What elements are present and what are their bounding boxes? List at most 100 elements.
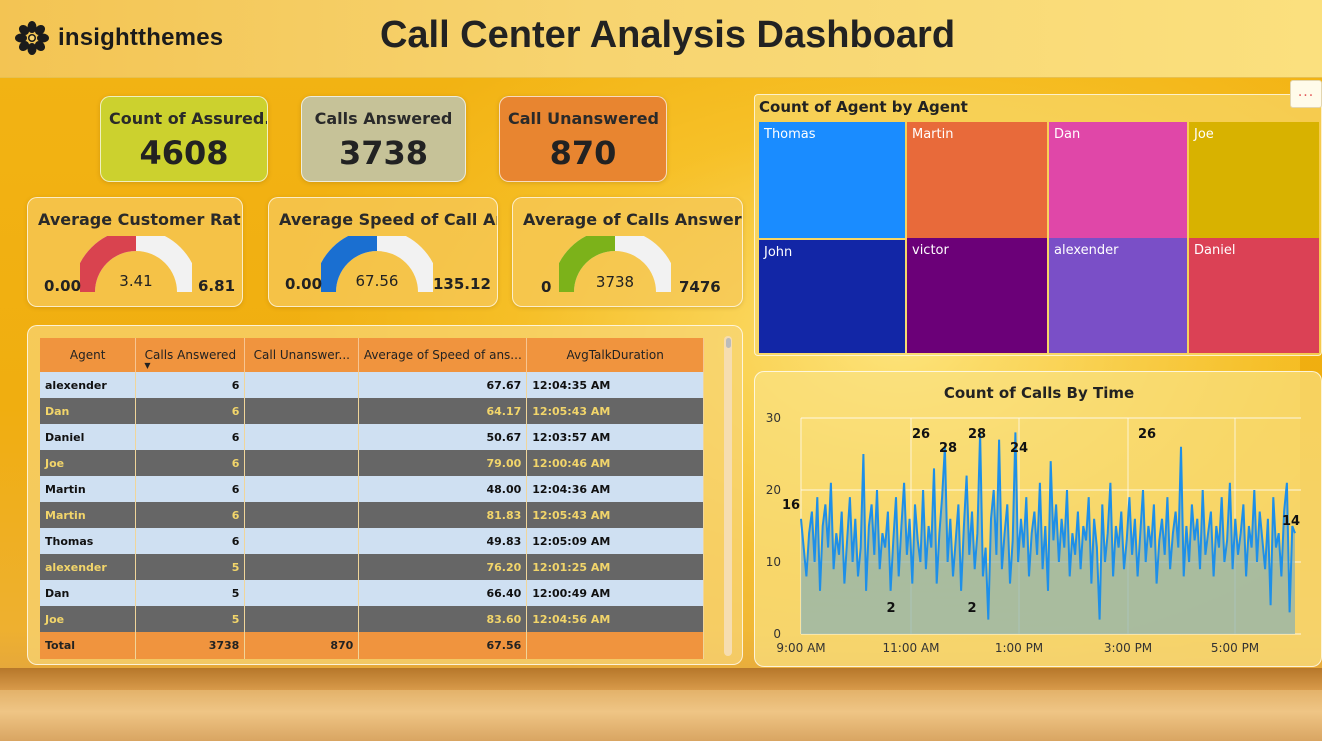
more-options-button[interactable]: ... <box>1290 80 1322 108</box>
data-label: 26 <box>1138 427 1156 442</box>
cell-agent: Joe <box>40 606 137 632</box>
column-header-speed[interactable]: Average of Speed of ans... <box>358 338 528 372</box>
data-label: 28 <box>939 441 957 456</box>
cell-agent: Martin <box>40 502 137 528</box>
gauge-speed-of-answer[interactable]: Average Speed of Call An... 0.00 67.56 1… <box>268 197 498 307</box>
cell-agent: Thomas <box>40 528 137 554</box>
treemap-tile-label: Joe <box>1194 127 1214 142</box>
table-total-row: Total 3738 870 67.56 <box>40 632 704 659</box>
y-tick-label: 30 <box>766 411 781 425</box>
data-label: 26 <box>912 427 930 442</box>
gauge-label: Average of Calls Answered <box>523 210 742 229</box>
treemap-tile-dan[interactable]: Dan <box>1049 122 1187 238</box>
cell-speed: 76.20 <box>358 554 528 580</box>
table-row[interactable]: Joe 6 79.00 12:00:46 AM <box>40 450 704 476</box>
kpi-label: Calls Answered <box>314 109 453 128</box>
agent-table: Agent Calls Answered ▼ Call Unanswer... … <box>40 338 704 659</box>
total-talk <box>526 632 704 659</box>
kpi-label: Call Unanswered <box>508 109 659 128</box>
cell-unanswered <box>244 424 360 450</box>
table-row[interactable]: Joe 5 83.60 12:04:56 AM <box>40 606 704 632</box>
column-header-talk-duration[interactable]: AvgTalkDuration <box>526 338 704 372</box>
cell-answered: 6 <box>135 450 246 476</box>
column-header-call-unanswered[interactable]: Call Unanswer... <box>244 338 360 372</box>
cell-speed: 50.67 <box>358 424 528 450</box>
gauge-chart <box>80 236 192 293</box>
cell-speed: 67.67 <box>358 372 528 398</box>
kpi-label: Count of Assured... <box>109 109 267 128</box>
cell-agent: alexender <box>40 372 137 398</box>
gauge-calls-answered[interactable]: Average of Calls Answered 0 3738 7476 <box>512 197 743 307</box>
table-row[interactable]: Dan 6 64.17 12:05:43 AM <box>40 398 704 424</box>
cell-speed: 49.83 <box>358 528 528 554</box>
cell-agent: Dan <box>40 398 137 424</box>
treemap-tile-label: Thomas <box>764 127 816 142</box>
gauge-customer-rating[interactable]: Average Customer Rati... 0.00 3.41 6.81 <box>27 197 243 307</box>
kpi-card-answered[interactable]: Calls Answered 3738 <box>301 96 466 182</box>
cell-talk: 12:00:46 AM <box>526 450 704 476</box>
treemap-title: Count of Agent by Agent <box>759 98 968 116</box>
y-tick-label: 20 <box>766 483 781 497</box>
cell-answered: 5 <box>135 606 246 632</box>
column-header-calls-answered[interactable]: Calls Answered ▼ <box>135 338 246 372</box>
table-scroll-thumb[interactable] <box>726 338 731 348</box>
gauge-label: Average Customer Rati... <box>38 210 242 229</box>
table-row[interactable]: Martin 6 81.83 12:05:43 AM <box>40 502 704 528</box>
treemap-tile-label: victor <box>912 243 949 258</box>
table-row[interactable]: Thomas 6 49.83 12:05:09 AM <box>40 528 704 554</box>
total-unanswered: 870 <box>244 632 360 659</box>
calls-line-series <box>800 432 1296 620</box>
treemap-tile-john[interactable]: John <box>759 240 905 353</box>
kpi-value: 870 <box>549 134 617 172</box>
gauge-chart <box>559 236 671 293</box>
treemap-tile-label: alexender <box>1054 243 1119 258</box>
table-row[interactable]: Daniel 6 50.67 12:03:57 AM <box>40 424 704 450</box>
cell-speed: 64.17 <box>358 398 528 424</box>
table-row[interactable]: alexender 5 76.20 12:01:25 AM <box>40 554 704 580</box>
cell-answered: 5 <box>135 554 246 580</box>
brand-logo[interactable]: insightthemes <box>14 20 223 56</box>
gauge-fill <box>559 236 616 293</box>
treemap-tile-alexender[interactable]: alexender <box>1049 238 1187 353</box>
treemap-tile-martin[interactable]: Martin <box>907 122 1047 238</box>
cell-answered: 6 <box>135 476 246 502</box>
table-scrollbar[interactable] <box>724 336 732 656</box>
kpi-card-unanswered[interactable]: Call Unanswered 870 <box>499 96 667 182</box>
treemap-tile-joe[interactable]: Joe <box>1189 122 1319 238</box>
treemap-tile-daniel[interactable]: Daniel <box>1189 238 1319 353</box>
agent-table-panel: Agent Calls Answered ▼ Call Unanswer... … <box>27 325 743 665</box>
treemap-tile-label: Dan <box>1054 127 1081 142</box>
x-tick-label: 1:00 PM <box>995 641 1043 655</box>
column-header-agent[interactable]: Agent <box>40 338 137 372</box>
treemap-tile-label: John <box>764 245 793 260</box>
cell-unanswered <box>244 450 360 476</box>
cell-unanswered <box>244 372 360 398</box>
y-tick-label: 10 <box>766 555 781 569</box>
data-label: 14 <box>1282 514 1300 529</box>
cell-speed: 83.60 <box>358 606 528 632</box>
cell-unanswered <box>244 502 360 528</box>
kpi-card-assured[interactable]: Count of Assured... 4608 <box>100 96 268 182</box>
treemap-tile-label: Daniel <box>1194 243 1236 258</box>
cell-talk: 12:01:25 AM <box>526 554 704 580</box>
cell-speed: 79.00 <box>358 450 528 476</box>
cell-unanswered <box>244 606 360 632</box>
table-row[interactable]: Dan 5 66.40 12:00:49 AM <box>40 580 704 606</box>
cell-unanswered <box>244 528 360 554</box>
table-header-row: Agent Calls Answered ▼ Call Unanswer... … <box>40 338 704 372</box>
data-label: 16 <box>782 498 800 513</box>
x-tick-label: 9:00 AM <box>776 641 825 655</box>
gauge-label: Average Speed of Call An... <box>279 210 497 229</box>
gauge-min: 0.00 <box>285 275 323 293</box>
page-title: Call Center Analysis Dashboard <box>379 14 956 56</box>
flower-logo-icon <box>15 21 49 55</box>
table-row[interactable]: Martin 6 48.00 12:04:36 AM <box>40 476 704 502</box>
treemap-tile-thomas[interactable]: Thomas <box>759 122 905 238</box>
sort-desc-icon: ▼ <box>144 361 151 370</box>
cell-agent: Joe <box>40 450 137 476</box>
table-row[interactable]: alexender 6 67.67 12:04:35 AM <box>40 372 704 398</box>
gauge-min: 0.00 <box>44 277 82 295</box>
treemap-tile-victor[interactable]: victor <box>907 238 1047 353</box>
gauge-min: 0 <box>541 278 552 296</box>
x-tick-label: 5:00 PM <box>1211 641 1259 655</box>
